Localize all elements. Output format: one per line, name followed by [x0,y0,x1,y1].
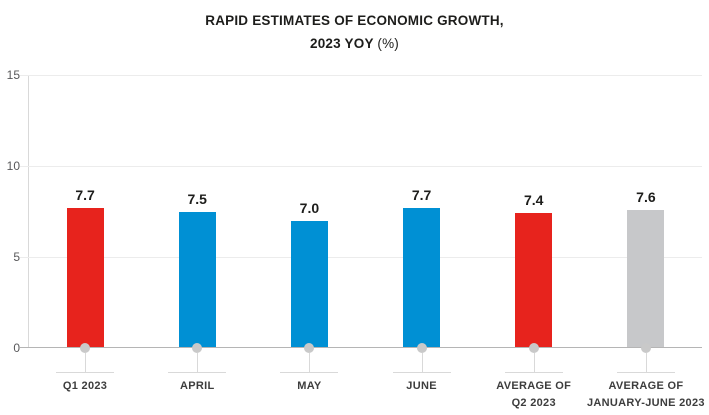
chart-title: RAPID ESTIMATES OF ECONOMIC GROWTH, 2023… [0,9,709,55]
chart-subtitle-text: 2023 YOY [310,36,374,51]
baseline-dot [528,343,539,353]
connector-line [645,353,647,373]
x-axis-baseline [20,347,702,348]
label-underline [392,372,451,373]
y-tick-label-5: 5 [13,250,20,264]
gridline-5 [20,257,702,258]
bar-group-april: 7.5 APRIL [141,75,253,392]
y-axis-labels: 15 10 5 0 [0,68,20,355]
bar-value-label: 7.0 [299,199,320,216]
bar-group-q1-2023: 7.7 Q1 2023 [29,75,141,392]
connector-line [309,353,311,373]
baseline-dot [80,343,91,353]
category-label-may: MAY [297,380,322,392]
connector-line [85,353,87,373]
label-underline [504,372,563,373]
category-label-average-q2-2023: AVERAGE OF Q2 2023 [496,380,572,409]
y-tick-label-10: 10 [6,159,20,173]
chart-title-line1: RAPID ESTIMATES OF ECONOMIC GROWTH, [205,13,504,28]
gridline-15 [20,75,702,76]
baseline-dot [304,343,315,353]
baseline-dot [416,343,427,353]
bar-group-average-q2-2023: 7.4 AVERAGE OF Q2 2023 [478,75,590,409]
bar-may [290,220,328,348]
bar-value-label: 7.6 [636,188,656,205]
label-underline [280,372,339,373]
bar-q1-2023 [66,207,104,348]
label-underline [616,372,675,373]
bar-value-label: 7.7 [75,186,95,203]
bar-group-june: 7.7 JUNE [366,75,478,392]
category-label-q1-2023: Q1 2023 [62,380,108,392]
y-tick-label-15: 15 [6,68,20,82]
bar-average-q2-2023 [515,213,553,348]
bar-value-label: 7.4 [524,192,544,209]
baseline-dot [640,343,651,353]
category-label-april: APRIL [179,380,215,392]
category-label-average-jan-june-2023: AVERAGE OF JANUARY-JUNE 2023 [587,380,705,409]
connector-line [533,353,535,373]
plot-area: 7.7 Q1 2023 7.5 APRIL 7.0 MAY 7.7 [20,75,704,409]
label-underline [56,372,115,373]
bar-average-jan-june-2023 [627,209,665,348]
connector-line [197,353,199,373]
y-tick-label-0: 0 [13,341,20,355]
bar-value-label: 7.7 [411,186,432,203]
chart-subtitle-unit: (%) [377,36,399,51]
bar-group-average-jan-june-2023: 7.6 AVERAGE OF JANUARY-JUNE 2023 [587,75,704,409]
bar-april [178,211,216,348]
chart-title-line2: 2023 YOY (%) [0,32,709,55]
baseline-dot [192,343,203,353]
bar-june [403,207,441,348]
bar-value-label: 7.5 [187,190,207,207]
connector-line [421,353,423,373]
bar-group-may: 7.0 MAY [253,75,365,392]
category-label-june: JUNE [406,380,437,392]
label-underline [168,372,227,373]
gridline-10 [20,166,702,167]
